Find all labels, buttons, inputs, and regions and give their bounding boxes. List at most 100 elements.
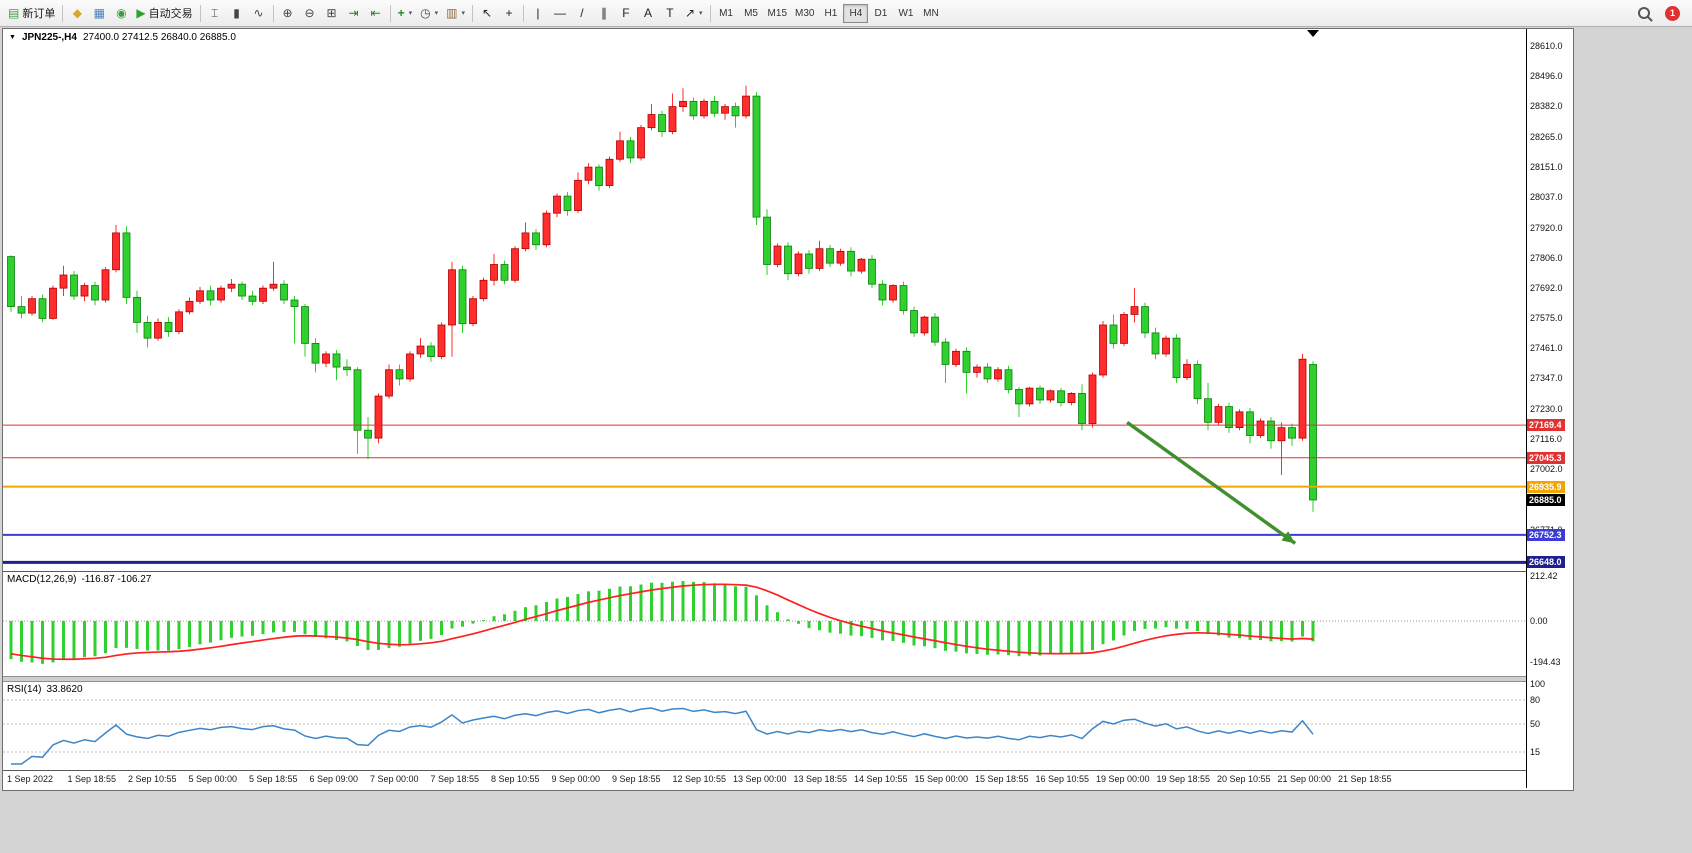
fibonacci-button[interactable]: F [615,3,637,24]
time-axis-label: 16 Sep 10:55 [1035,774,1090,784]
timeframe-mn-button[interactable]: MN [918,4,943,23]
equidistant-channel-icon: ∥ [600,6,607,20]
candle [1193,364,1202,400]
auto-scroll-button[interactable]: ⇥ [343,3,365,24]
crosshair-button[interactable]: + [498,3,520,24]
market-watch-icon: ◆ [72,6,82,20]
indicators-button[interactable]: + ▾ [394,3,417,24]
tile-windows-button[interactable]: ⊞ [321,3,343,24]
notification-badge[interactable]: 1 [1665,5,1680,21]
timeframe-m1-button[interactable]: M1 [714,4,739,23]
candle [1309,364,1317,501]
candle [59,274,68,289]
candle [91,285,99,301]
time-axis-label: 19 Sep 18:55 [1156,774,1211,784]
timeframe-m30-button[interactable]: M30 [791,4,818,23]
macd-histogram-bar [1112,621,1115,641]
macd-histogram-bar [1080,621,1084,654]
text-button[interactable]: A [637,3,659,24]
candle [311,343,320,364]
price-axis[interactable]: 28610.0 28496.0 28382.0 28265.0 28151.0 28037… [1526,29,1573,788]
candle [616,140,624,160]
time-axis[interactable]: 1 Sep 2022 1 Sep 18:55 2 Sep 10:55 5 Sep 00… [3,770,1526,789]
candle [374,395,383,439]
main-chart-canvas[interactable] [3,29,1526,571]
candle [836,250,845,264]
macd-histogram-bar [324,621,328,639]
macd-histogram-bar [303,621,307,635]
time-axis-label: 21 Sep 18:55 [1338,774,1392,784]
equidistant-channel-button[interactable]: ∥ [593,3,615,24]
candle [227,283,236,289]
timeframe-d1-button[interactable]: D1 [868,4,893,23]
time-axis-label: 9 Sep 18:55 [612,774,661,784]
time-axis-label: 9 Sep 00:00 [551,774,601,784]
vertical-line-button[interactable]: | [527,3,549,24]
timeframe-h1-button[interactable]: H1 [818,4,843,23]
rsi-line [11,707,1314,765]
candle [322,353,330,364]
macd-histogram-bar [975,621,979,654]
navigator-button[interactable]: ◉ [110,3,132,24]
timeframe-m15-button[interactable]: M15 [764,4,791,23]
candlestick-chart-button[interactable]: ▮ [226,3,248,24]
horizontal-line-button[interactable]: — [549,3,571,24]
candle [626,140,635,159]
toolbar-separator [471,4,473,22]
timeframe-h4-button[interactable]: H4 [843,3,869,23]
arrows-button[interactable]: ↗ ▾ [681,3,707,24]
macd-histogram-bar [965,621,968,654]
text-label-button[interactable]: T [659,3,681,24]
macd-histogram-bar [156,621,160,651]
zoom-out-button[interactable]: ⊖ [299,3,321,24]
trend-arrow-head [1281,531,1296,544]
dropdown-caret-icon: ▾ [461,10,465,17]
rsi-label: RSI(14) 33.8620 [7,684,83,695]
cursor-button[interactable]: ↖ [476,3,498,24]
symbol-dropdown-icon[interactable]: ▼ [9,34,16,41]
macd-histogram-bar [923,621,926,647]
templates-button[interactable]: ▥ ▾ [442,3,469,24]
candle [1298,358,1307,439]
macd-histogram-bar [524,607,527,621]
trendline-icon: / [580,6,584,20]
rsi-panel[interactable]: RSI(14) 33.8620 [3,682,1526,770]
timeframe-m5-button[interactable]: M5 [739,4,764,23]
macd-current-values: -116.87 -106.27 [81,574,152,585]
macd-panel[interactable]: MACD(12,26,9) -116.87 -106.27 [3,571,1526,676]
macd-axis-label: 212.42 [1530,571,1558,582]
navigator-icon: ◉ [116,6,127,20]
indicators-icon: + [397,6,405,20]
timeframe-w1-button[interactable]: W1 [893,4,918,23]
macd-histogram-bar [639,584,643,621]
line-chart-button[interactable]: ∿ [248,3,270,24]
candle [721,106,729,114]
macd-axis-label: 0.00 [1530,616,1548,626]
panel-splitter[interactable] [3,676,1571,682]
trend-arrow-line[interactable] [1126,420,1297,545]
macd-histogram-bar [587,591,590,621]
macd-histogram-bar [944,621,947,651]
macd-histogram-bar [83,621,86,658]
market-watch-button[interactable]: ◆ [66,3,88,24]
price-axis-label: 27461.0 [1530,343,1563,354]
periods-button[interactable]: ◷ ▾ [416,3,442,24]
candle [679,100,687,108]
candle [857,258,866,272]
auto-trading-button[interactable]: ▶ 自动交易 [132,3,196,24]
data-window-button[interactable]: ▦ [88,3,110,24]
bar-chart-button[interactable]: ⌶ [204,3,226,24]
candle [920,316,929,334]
rsi-current-value: 33.8620 [46,684,83,695]
chart-shift-button[interactable]: ⇤ [365,3,387,24]
macd-histogram-bar [30,621,34,663]
search-button[interactable] [1633,3,1655,24]
new-order-button[interactable]: ▤ 新订单 [4,3,59,24]
macd-histogram-bar [723,584,727,621]
macd-histogram-bar [608,588,611,621]
rsi-name: RSI(14) [7,684,42,695]
trendline-button[interactable]: / [571,3,593,24]
arrows-icon: ↗ [684,6,696,20]
zoom-in-button[interactable]: ⊕ [277,3,299,24]
macd-histogram-bar [534,605,538,621]
